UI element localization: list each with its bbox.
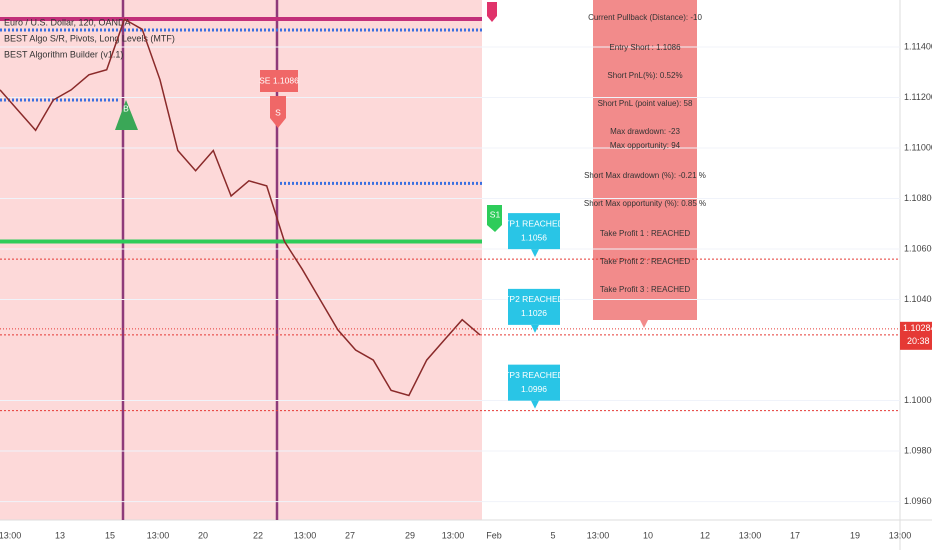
info-pointer <box>640 320 648 328</box>
tp-tag <box>508 364 560 401</box>
price-tick-label: 1.09600 <box>904 496 932 506</box>
buy-arrow <box>115 100 138 130</box>
marker <box>487 2 497 22</box>
time-tick-label: 19 <box>850 530 860 540</box>
info-panel <box>593 0 697 320</box>
info-line: Max opportunity: 94 <box>610 141 681 150</box>
entry-label: SE 1.1086 <box>259 75 299 85</box>
time-tick-label: 17 <box>790 530 800 540</box>
time-tick-label: 13:00 <box>0 530 21 540</box>
current-price-box <box>900 321 932 350</box>
info-line: Take Profit 3 : REACHED <box>600 285 690 294</box>
time-tick-label: 13:00 <box>442 530 465 540</box>
time-tick-label: 20 <box>198 530 208 540</box>
info-line: Short Max drawdown (%): -0.21 % <box>584 171 706 180</box>
tp-tag <box>508 288 560 325</box>
info-line: Current Pullback (Distance): -10 <box>588 13 702 22</box>
price-tick-label: 1.09800 <box>904 445 932 455</box>
time-tick-label: 13:00 <box>739 530 762 540</box>
tp-pointer <box>531 324 539 333</box>
price-tick-label: 1.11000 <box>904 142 932 152</box>
price-tick-label: 1.11200 <box>904 92 932 102</box>
tp-pointer <box>531 249 539 258</box>
info-line: Take Profit 1 : REACHED <box>600 229 690 238</box>
tp-price: 1.0996 <box>521 384 547 394</box>
info-line: Take Profit 2 : REACHED <box>600 257 690 266</box>
s1-tag <box>487 205 502 232</box>
time-tick-label: 10 <box>643 530 653 540</box>
info-line: Short PnL(%): 0.52% <box>607 71 682 80</box>
price-line <box>0 18 481 397</box>
info-line: Short PnL (point value): 58 <box>598 99 693 108</box>
time-tick-label: 13:00 <box>294 530 317 540</box>
info-line: Max drawdown: -23 <box>610 127 680 136</box>
sell-arrow <box>270 96 286 128</box>
time-tick-label: 5 <box>550 530 555 540</box>
tp-price: 1.1026 <box>521 308 547 318</box>
trade-zone <box>0 0 482 520</box>
tp-tag <box>508 213 560 250</box>
indicator: BEST Algo S/R, Pivots, Long Levels (MTF) <box>4 33 175 43</box>
tp-title: TP2 REACHED <box>504 294 564 304</box>
time-tick-label: 13 <box>55 530 65 540</box>
time-tick-label: 13:00 <box>889 530 912 540</box>
price-tick-label: 1.10800 <box>904 193 932 203</box>
price-tick-label: 1.10400 <box>904 294 932 304</box>
price-tick-label: 1.11400 <box>904 41 932 51</box>
price-tick-label: 1.10000 <box>904 395 932 405</box>
tp-title: TP1 REACHED <box>504 218 564 228</box>
entry-tag <box>260 70 298 92</box>
time-tick-label: 13:00 <box>147 530 170 540</box>
buy-label: B <box>123 103 129 113</box>
indicator: BEST Algorithm Builder (v1.1) <box>4 49 123 59</box>
time-tick-label: 22 <box>253 530 263 540</box>
time-tick-label: 29 <box>405 530 415 540</box>
sell-label: S <box>275 107 281 117</box>
countdown: 20:38 <box>907 336 930 346</box>
tp-price: 1.1056 <box>521 232 547 242</box>
time-tick-label: 12 <box>700 530 710 540</box>
time-tick-label: 15 <box>105 530 115 540</box>
time-tick-label: 13:00 <box>587 530 610 540</box>
time-tick-label: Feb <box>486 530 502 540</box>
time-tick-label: 27 <box>345 530 355 540</box>
current-price: 1.10284 <box>903 323 932 333</box>
symbol: Euro / U.S. Dollar, 120, OANDA <box>4 17 131 27</box>
info-line: Entry Short : 1.1086 <box>609 43 681 52</box>
info-line: Short Max opportunity (%): 0.85 % <box>584 199 706 208</box>
price-tick-label: 1.10600 <box>904 243 932 253</box>
tp-pointer <box>531 400 539 409</box>
s1-label: S1 <box>490 209 501 219</box>
tp-title: TP3 REACHED <box>504 370 564 380</box>
